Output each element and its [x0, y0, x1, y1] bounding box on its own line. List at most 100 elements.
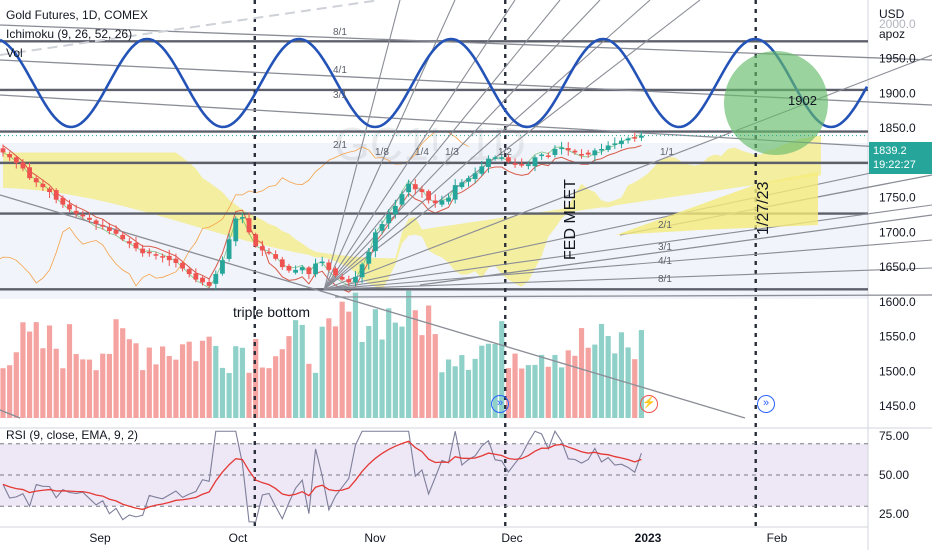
candle-body: [13, 157, 19, 163]
candle-body: [266, 251, 272, 254]
candle-body: [279, 259, 285, 268]
candle-body: [585, 152, 591, 155]
candle-body: [233, 218, 239, 242]
candle-body: [492, 157, 498, 159]
volume-bar: [146, 347, 152, 418]
annotation-layer: triple bottom FED MEET 1/27/23 1902 8/1 4/1 3/…: [233, 27, 817, 320]
time-tick-label: Dec: [501, 531, 522, 545]
volume-bar: [392, 322, 398, 418]
volume-bar: [598, 324, 605, 418]
volume-bar: [153, 364, 159, 418]
time-tick-label: Oct: [229, 531, 248, 545]
fed-meet-label: FED MEET: [562, 179, 579, 260]
volume-bar: [578, 328, 585, 418]
volume-bar: [612, 353, 618, 418]
candle-body: [120, 234, 126, 240]
candle-body: [572, 150, 578, 153]
candle-body: [559, 147, 564, 150]
volume-bar: [113, 319, 119, 418]
candle-body: [539, 154, 545, 157]
volume-bar: [286, 336, 292, 418]
candle-body: [579, 153, 584, 156]
rsi-tick-label: 75.00: [879, 429, 909, 443]
last-price-badge: 1839.2 19:22:27: [869, 142, 932, 174]
target-label: 1902: [788, 93, 817, 108]
symbol-legend[interactable]: Gold Futures, 1D, COMEX: [6, 8, 149, 22]
volume-bar: [426, 305, 432, 418]
volume-bar: [219, 367, 226, 418]
candle-body: [512, 163, 518, 165]
candle-body: [87, 217, 92, 220]
gann-fan-line: [324, 204, 932, 290]
lightning-event-icon[interactable]: ⚡: [640, 395, 658, 413]
volume-bar: [0, 368, 6, 418]
candle-body: [240, 217, 245, 219]
time-tick-label: Sep: [89, 531, 111, 545]
candle-body: [359, 264, 365, 278]
volume-bar: [33, 322, 39, 418]
volume-bar: [545, 366, 551, 418]
volume-bar: [352, 292, 359, 418]
gann-fan-line: [324, 239, 932, 290]
gann-fan-line: [323, 0, 651, 290]
fan-ratio-label: 4/1: [333, 65, 347, 76]
fan-ratio-label: 1/2: [498, 147, 512, 158]
volume-bar: [419, 335, 425, 418]
candle-body: [472, 173, 478, 179]
candle-body: [100, 225, 106, 227]
volume-bar: [532, 364, 538, 418]
candle-body: [186, 269, 192, 275]
candle-body: [592, 150, 598, 156]
volume-bar: [53, 348, 59, 418]
trend-line: [419, 214, 932, 286]
candle-body: [612, 143, 618, 145]
candle-body: [7, 154, 13, 158]
volume-bar: [452, 366, 458, 418]
volume-bar: [386, 308, 392, 418]
volume-bar: [638, 330, 644, 418]
ichimoku-legend[interactable]: Ichimoku (9, 26, 52, 26): [6, 27, 133, 41]
candle-body: [146, 251, 152, 254]
candle-body: [333, 268, 338, 276]
volume-bar: [259, 367, 265, 418]
time-tick-label: Feb: [767, 531, 788, 545]
volume-bar: [492, 343, 498, 418]
volume-bar: [7, 365, 13, 418]
candle-body: [406, 183, 412, 193]
gann-fan-line: [324, 267, 932, 290]
candle-body: [619, 140, 624, 145]
fan-ratio-label: 2/1: [658, 220, 672, 231]
candle-body: [605, 145, 611, 150]
candle-body: [326, 262, 332, 270]
volume-bar: [299, 324, 305, 418]
volume-bar: [552, 354, 558, 418]
fan-ratio-label: 3/1: [333, 90, 347, 101]
volume-bar: [279, 349, 285, 418]
last-price-value: 1839.2: [873, 145, 907, 157]
volume-bar: [179, 344, 186, 418]
dividend-icon[interactable]: »: [491, 395, 509, 413]
chikou-line: [0, 130, 469, 287]
volume-bar: [459, 355, 465, 418]
volume-bar: [86, 359, 93, 418]
vol-legend[interactable]: Vol: [6, 46, 23, 60]
candle-body: [565, 148, 571, 151]
currency-label: USD: [879, 7, 905, 21]
candle-body: [20, 162, 26, 169]
candle-body: [246, 218, 252, 233]
volume-bar: [479, 345, 485, 418]
dividend-icon[interactable]: »: [757, 395, 775, 413]
price-tick-label: 1500.0: [879, 364, 916, 378]
trend-line: [334, 294, 932, 298]
volume-bar: [193, 361, 199, 418]
time-tick-label: 2023: [635, 531, 662, 545]
rsi-legend[interactable]: RSI (9, close, EMA, 9, 2): [6, 428, 139, 442]
volume-bar: [519, 368, 525, 418]
price-tick-label: 1600.0: [879, 295, 916, 309]
candle-body: [140, 248, 146, 254]
candle-body: [446, 197, 451, 202]
volume-bar: [632, 359, 638, 418]
volume-bar: [13, 352, 19, 418]
fan-ratio-label: 1/3: [445, 147, 459, 158]
